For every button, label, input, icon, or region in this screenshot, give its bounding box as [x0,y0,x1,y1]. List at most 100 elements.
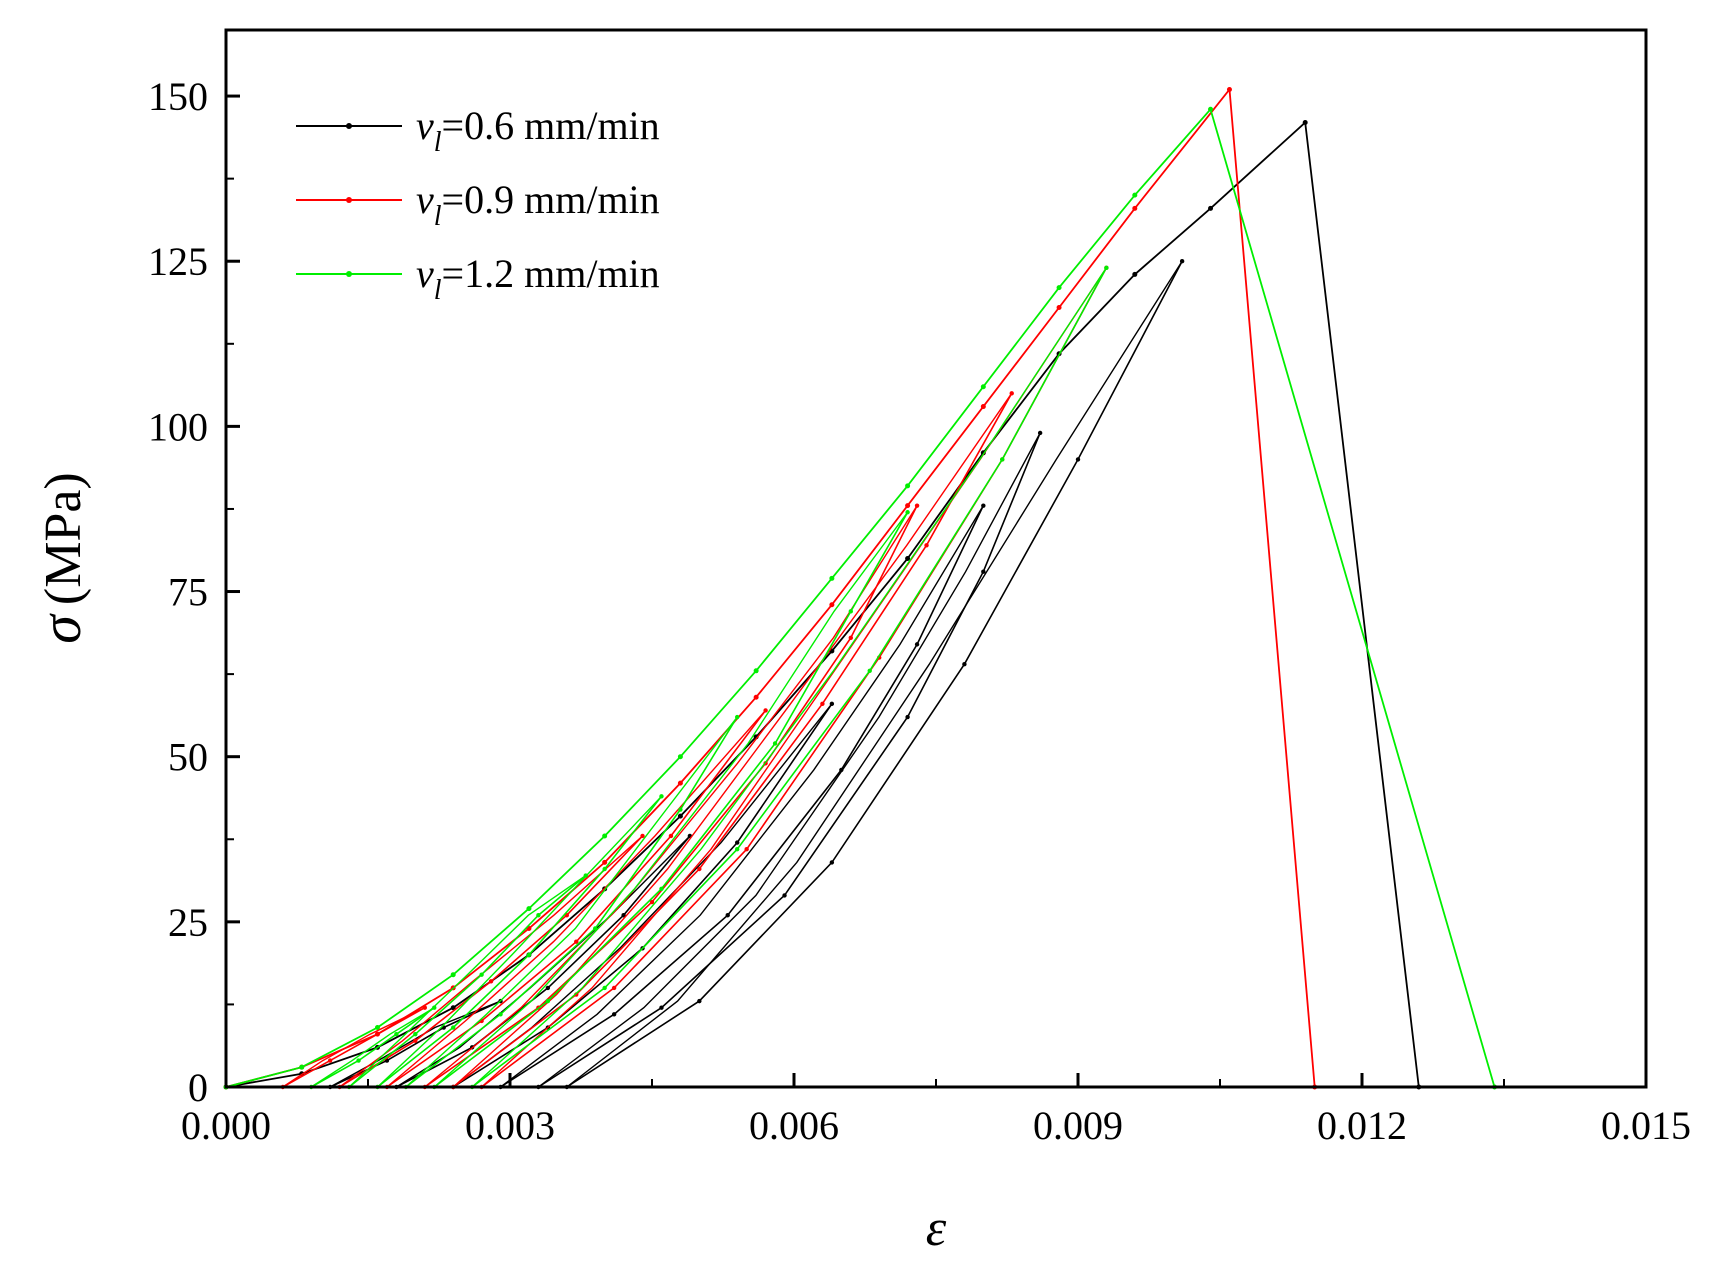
series-2-point [677,754,683,760]
series-2-point [299,1064,305,1070]
series-2-cycle-1-point [536,913,541,918]
series-0-point [905,556,911,561]
series-2-cycle-3-point [735,714,740,720]
series-1-cycle-2-point [763,708,768,713]
series-1-cycle-0-reload [282,1007,426,1088]
series-0-cycle-5-point [1075,457,1081,462]
series-1-cycle-4-point [1009,391,1014,396]
legend-label-0: vl=0.6 mm/min [416,103,660,158]
series-1-cycle-4-point [924,543,929,548]
series-2-cycle-4-point [545,998,551,1004]
series-1-cycle-2-point [574,939,579,944]
series-0-cycle-1-point [621,913,626,918]
series-2-point [829,575,835,581]
series-1-cycle-4-point [697,866,702,872]
series-1-cycle-3-reload [424,505,918,1088]
series-1-point [753,694,759,700]
x-tick-label: 0.000 [181,1103,271,1148]
series-2-cycle-4-unload [433,511,909,1088]
series-2-point [450,972,456,978]
series-2-point [753,668,759,674]
x-tick-label: 0.012 [1317,1103,1407,1148]
series-0-cycle-3-reload [500,505,985,1088]
series-0-cycle-5-point [697,998,702,1004]
series-1-cycle-4-point [820,701,825,707]
series-2-cycle-3-point [498,1012,503,1017]
series-2-cycle-3-point [678,807,683,812]
series-1-cycle-4-unload [452,392,1013,1088]
series-1-cycle-1-point [488,979,494,984]
series-2-cycle-5-unload [471,267,1107,1088]
legend-label-2: vl=1.2 mm/min [416,251,660,306]
series-0-cycle-4-point [659,1005,664,1010]
series-2-point [905,483,911,489]
series-2-point [374,1025,380,1031]
series-1-point [1056,304,1062,310]
legend-value: =0.9 mm/min [442,177,660,222]
series-2-point [1056,285,1062,291]
series-2-cycle-5-point [735,846,740,852]
y-axis-unit: (MPa) [35,472,92,605]
legend-symbol: v [416,103,434,148]
y-axis-symbol: σ [28,613,93,644]
series-2-cycle-5-point [602,985,607,991]
axis-ticks: 0.000 0.003 0.006 0.009 0.012 0.015 0 25 50 75 100… [148,74,1691,1148]
series-1-point [905,503,911,509]
x-tick-label: 0.009 [1033,1103,1123,1148]
y-tick-label: 50 [168,735,208,780]
series-2-point [602,833,608,839]
legend-subscript: l [434,127,442,158]
y-tick-label: 25 [168,900,208,945]
legend-marker-1 [346,197,352,203]
series-1-point [829,602,835,608]
series-group-2 [223,106,1498,1090]
series-0-cycle-4-unload [537,432,1041,1088]
series-0-cycle-5-unload [566,260,1183,1088]
y-axis-title: σ (MPa) [28,472,93,643]
series-1-cycle-3-point [914,503,920,508]
y-axis-title-text: σ (MPa) [28,472,93,643]
series-2-cycle-0-point [356,1058,361,1063]
series-0-cycle-5-point [962,662,967,667]
series-0-point [1302,119,1308,125]
x-tick-label: 0.003 [465,1103,555,1148]
series-0-cycle-5-point [1179,259,1185,264]
legend-value: =0.6 mm/min [442,103,660,148]
series-2-point [1132,192,1138,198]
series-0-cycle-3-point [611,1012,617,1017]
series-1-point [374,1031,380,1037]
series-0-cycle-3-point [725,913,730,918]
series-2-cycle-4-point [659,886,664,892]
series-2-cycle-4-point [905,510,910,515]
series-2-cycle-4-reload [433,511,909,1088]
series-0-envelope [225,120,1420,1088]
series-2-point [1208,106,1214,112]
series-0-cycle-1-point [545,985,551,991]
series-0-cycle-3-unload [500,505,984,1088]
legend-symbol: v [416,177,434,222]
series-1-point [980,404,986,410]
series-2-cycle-5-reload [471,267,1108,1088]
series-1-cycle-4-reload [452,392,1013,1088]
x-axis-title: ε [926,1200,947,1257]
series-2-cycle-0-reload [310,1007,435,1088]
series-2-cycle-5-point [867,668,872,674]
series-2-cycle-0-unload [310,1007,435,1088]
series-2-cycle-4-point [772,741,778,746]
series-2-cycle-5-point [1104,265,1109,271]
x-tick-label: 0.015 [1601,1103,1691,1148]
y-tick-label: 150 [148,74,208,119]
series-0-cycle-4-point [981,569,986,574]
series-0-point [1132,271,1138,277]
series-0-cycle-2-point [735,840,740,845]
series-1-point [1132,205,1138,211]
series-2-cycle-3-unload [405,716,738,1088]
series-2-cycle-1-point [479,972,484,977]
series-0-cycle-3-point [914,642,920,647]
series-1-cycle-2-unload [386,709,767,1088]
legend-symbol: v [416,251,434,296]
series-0-point [1208,205,1214,211]
series-0-cycle-5-point [829,860,835,865]
